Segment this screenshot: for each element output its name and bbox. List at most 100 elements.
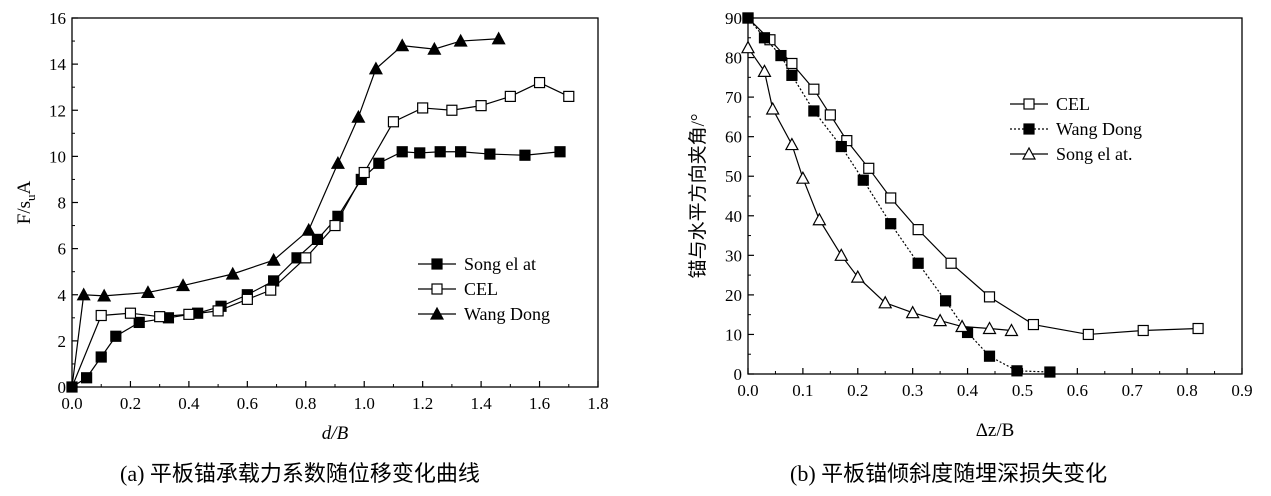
data-point	[533, 76, 546, 89]
data-point	[742, 12, 754, 24]
data-point	[154, 311, 166, 323]
y-axis-label-main: F/s	[14, 201, 35, 224]
data-point	[757, 64, 772, 78]
x-axis-label: Δz/B	[976, 420, 1015, 441]
data-point	[434, 146, 446, 158]
data-point	[427, 41, 442, 55]
x-tick-label: 0.8	[1176, 381, 1197, 400]
legend-label: Wang Dong	[464, 304, 550, 324]
y-tick-label: 0	[734, 365, 743, 384]
data-point	[765, 101, 780, 115]
y-tick-label: 8	[58, 194, 67, 213]
data-point	[110, 330, 122, 342]
data-point	[133, 316, 145, 329]
data-point	[795, 170, 810, 184]
data-point	[300, 252, 312, 264]
x-axis-label: d/B	[322, 423, 349, 444]
y-tick-label: 16	[49, 9, 66, 28]
data-point	[519, 149, 531, 161]
y-tick-label: 10	[725, 325, 742, 344]
legend-marker	[1023, 98, 1035, 110]
data-point	[850, 269, 865, 283]
data-point	[358, 166, 370, 179]
data-point	[446, 104, 458, 116]
x-tick-label: 0.3	[902, 381, 923, 400]
x-tick-label: 0.2	[847, 381, 868, 400]
x-tick-label: 0.4	[957, 381, 979, 400]
legend-marker	[1021, 146, 1037, 160]
data-point	[982, 321, 997, 335]
data-point	[912, 224, 924, 236]
data-point	[834, 248, 849, 261]
legend-marker	[431, 283, 443, 295]
data-point	[758, 32, 771, 44]
data-point	[1044, 366, 1056, 378]
y-tick-label: 4	[58, 286, 67, 305]
data-point	[475, 100, 487, 112]
data-point	[301, 222, 316, 236]
x-tick-label: 1.8	[587, 394, 608, 413]
y-tick-label: 30	[725, 246, 742, 265]
y-axis-label-sub: u	[23, 194, 38, 201]
y-tick-label: 6	[58, 240, 67, 259]
x-tick-label: 0.5	[1012, 381, 1033, 400]
series-line	[71, 38, 499, 388]
x-tick-label: 0.6	[1067, 381, 1088, 400]
data-point	[265, 284, 277, 296]
data-point	[786, 69, 798, 81]
y-tick-label: 90	[725, 9, 742, 28]
data-point	[786, 57, 798, 70]
chart-a-caption: (a) 平板锚承载力系数随位移变化曲线	[120, 461, 480, 486]
y-tick-label: 40	[725, 207, 742, 226]
data-point	[1011, 365, 1023, 377]
data-point	[455, 146, 467, 158]
data-point	[885, 192, 897, 204]
data-point	[835, 140, 847, 153]
legend-marker	[1023, 123, 1035, 135]
legend-label: Song el at.	[1056, 144, 1133, 164]
data-point	[808, 83, 820, 95]
data-point	[387, 116, 400, 128]
legend-marker	[431, 258, 443, 270]
data-point	[124, 307, 137, 319]
data-point	[945, 257, 957, 269]
x-tick-label: 0.8	[295, 394, 316, 413]
y-tick-label: 2	[58, 332, 67, 351]
x-tick-label: 0.4	[178, 394, 200, 413]
data-point	[1192, 322, 1204, 335]
data-point	[311, 233, 324, 245]
data-point	[453, 33, 468, 47]
data-point	[225, 266, 240, 280]
y-tick-label: 80	[725, 49, 742, 68]
data-point	[351, 109, 366, 123]
plot-frame	[747, 17, 1243, 375]
data-point	[183, 308, 195, 320]
legend-label: Wang Dong	[1056, 119, 1142, 139]
data-point	[1137, 324, 1149, 337]
y-tick-label: 60	[725, 128, 742, 147]
chart-b-inclination: 0.0 0.1 0.2 0.3 0.4 0.5 0.6 0.7 0.8 0.9 0 10 20 30 40 5…	[687, 9, 1253, 441]
data-point	[81, 372, 93, 384]
data-point	[504, 90, 516, 103]
y-tick-label: 50	[725, 167, 742, 186]
data-point	[1004, 323, 1019, 337]
x-tick-label: 1.0	[354, 394, 375, 413]
data-point	[885, 218, 897, 230]
y-axis-label-tail: A	[14, 180, 35, 194]
legend-label: CEL	[1056, 94, 1090, 114]
data-point	[808, 105, 820, 117]
series-line	[747, 47, 1012, 332]
data-point	[95, 309, 107, 322]
series-line	[71, 151, 561, 388]
data-point	[912, 257, 924, 269]
data-point	[857, 174, 869, 186]
data-point	[395, 38, 410, 52]
data-point	[176, 278, 191, 292]
data-point	[1027, 318, 1040, 331]
x-tick-label: 0.2	[120, 394, 141, 413]
x-tick-label: 0.9	[1231, 381, 1252, 400]
x-tick-label: 0.7	[1122, 381, 1144, 400]
data-point	[368, 61, 383, 75]
data-point	[373, 157, 385, 169]
